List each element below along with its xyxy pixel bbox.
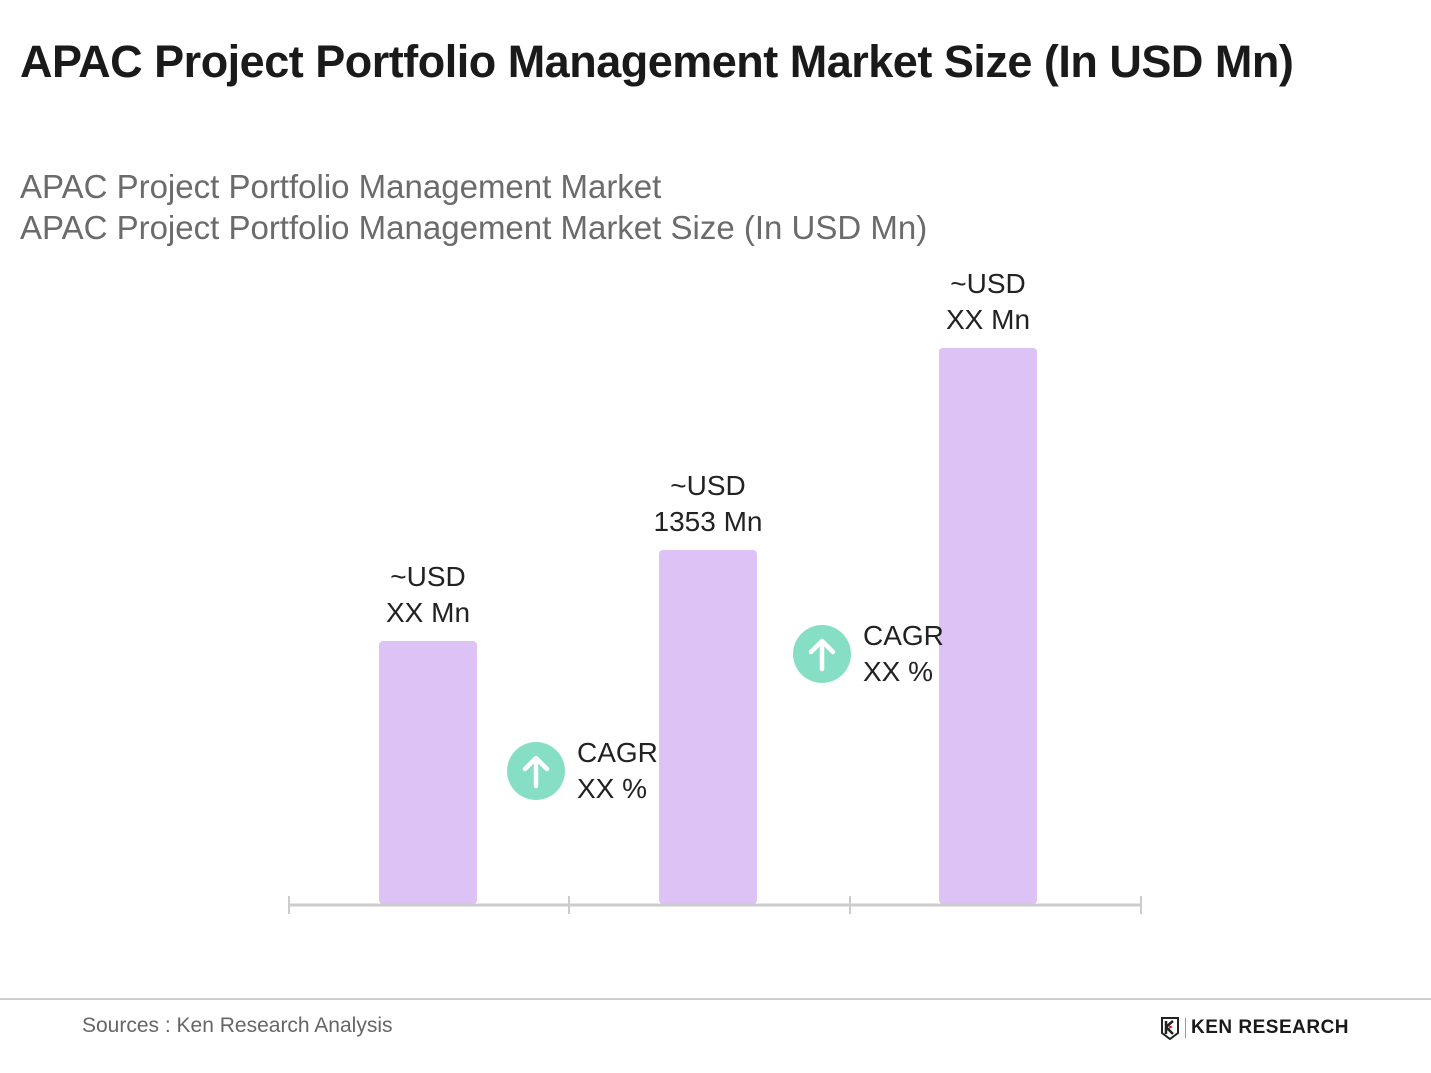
cagr-value: XX % bbox=[863, 656, 934, 687]
bar-data-label: ~USD XX Mn bbox=[386, 559, 470, 631]
ken-research-logo: KEN RESEARCH bbox=[1160, 1016, 1349, 1040]
bar bbox=[659, 550, 757, 904]
bar-data-label: ~USD 1353 Mn bbox=[654, 468, 763, 540]
bar-data-label: ~USD XX Mn bbox=[946, 266, 1030, 338]
footer-divider bbox=[0, 998, 1431, 1000]
chart-subtitle-2: APAC Project Portfolio Management Market… bbox=[20, 209, 928, 246]
source-text: Sources : Ken Research Analysis bbox=[82, 1014, 393, 1037]
arrow-up-icon bbox=[507, 742, 565, 800]
cagr-annotation: CAGR XX % bbox=[507, 735, 658, 807]
chart-title: APAC Project Portfolio Management Market… bbox=[20, 36, 1294, 87]
data-label-line2: XX Mn bbox=[945, 304, 1031, 335]
chart-subtitle-1: APAC Project Portfolio Management Market bbox=[20, 168, 662, 205]
cagr-label: CAGR bbox=[863, 620, 944, 651]
arrow-up-icon bbox=[793, 625, 851, 683]
bar bbox=[379, 641, 477, 904]
data-label-line2: XX Mn bbox=[385, 597, 471, 629]
bar-chart bbox=[288, 348, 1142, 914]
data-label-line2: 1353 Mn bbox=[653, 506, 763, 537]
data-label-line1: ~USD bbox=[390, 561, 466, 593]
bar bbox=[939, 348, 1037, 904]
cagr-label: CAGR bbox=[577, 737, 658, 768]
logo-text: KEN RESEARCH bbox=[1191, 1017, 1350, 1038]
cagr-annotation: CAGR XX % bbox=[793, 618, 944, 690]
ken-logo-icon bbox=[1161, 1017, 1179, 1040]
data-label-line1: ~USD bbox=[950, 268, 1026, 299]
data-label-line1: ~USD bbox=[670, 470, 746, 501]
cagr-value: XX % bbox=[577, 773, 648, 804]
